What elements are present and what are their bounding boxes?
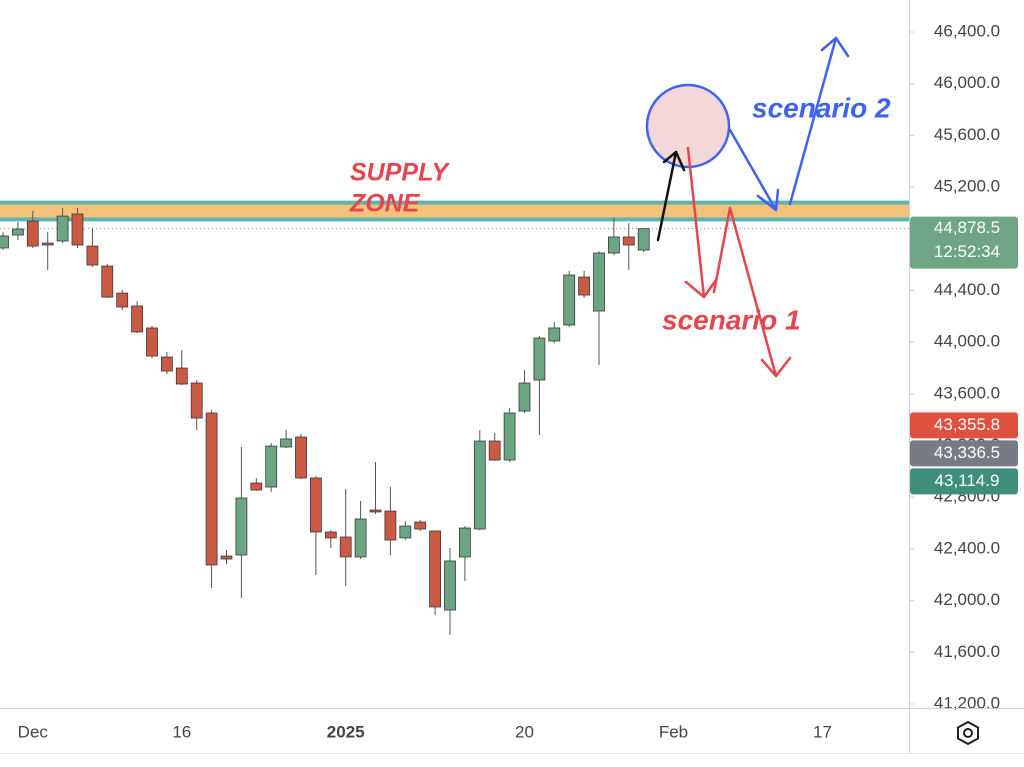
y-tick-label: 41,200.0 [934, 693, 1000, 712]
annotation: scenario 1 [662, 304, 801, 335]
settings-icon[interactable] [957, 720, 979, 746]
candle-body [190, 382, 203, 419]
candle-body [622, 236, 635, 246]
y-tick-label: 46,000.0 [934, 73, 1000, 92]
candle-body [235, 497, 248, 556]
candle-body [26, 220, 39, 247]
y-tick-label: 45,600.0 [934, 125, 1000, 144]
price-tag [910, 412, 1018, 439]
price-tag [910, 468, 1018, 495]
settings-icon-center [963, 728, 973, 738]
zone-label: ZONE [349, 190, 421, 218]
candle-body [0, 235, 9, 249]
y-tick-label: 43,600.0 [934, 383, 1000, 402]
candle-body [309, 477, 322, 533]
candle-body [101, 265, 114, 298]
candle-body [473, 440, 486, 530]
last-price-tag [910, 216, 1018, 269]
x-tick-label: 20 [515, 722, 534, 741]
countdown-label: 12:52:34 [934, 242, 1000, 261]
last-price-label: 44,878.5 [934, 218, 1000, 237]
candle-body [593, 252, 605, 312]
candle-body [295, 436, 307, 479]
candle-body [503, 412, 516, 461]
x-tick-label: Dec [18, 722, 49, 741]
candle-body [533, 337, 546, 381]
candle-body [369, 509, 382, 513]
candle-body [339, 536, 352, 558]
x-tick-label: 2025 [327, 722, 365, 741]
candle-body [458, 527, 471, 558]
y-tick-label: 42,000.0 [934, 590, 1000, 609]
candle-body [488, 440, 501, 461]
price-tag [910, 440, 1018, 467]
candle-body [399, 525, 412, 539]
price-tag-label: 43,336.5 [934, 443, 1000, 462]
y-tick-label: 46,400.0 [934, 22, 1000, 41]
candle-body [146, 327, 158, 357]
candle-body [116, 292, 129, 308]
candle-body [324, 531, 337, 539]
candle-body [280, 438, 293, 448]
candle-body [444, 560, 456, 611]
candle-body [71, 213, 84, 246]
time-axis: Dec 16 2025 20 Feb 17 [18, 722, 832, 741]
price-tag-label: 43,355.8 [934, 415, 1000, 434]
supply-zone [0, 200, 909, 222]
candle-body [384, 510, 397, 541]
arrow-red-2 [712, 206, 792, 378]
candle-body [578, 276, 590, 296]
candle-body [220, 555, 233, 560]
candle-body [131, 305, 144, 333]
arrow-red-1 [684, 146, 718, 299]
y-tick-label: 41,600.0 [934, 642, 1000, 661]
candle-body [86, 245, 99, 266]
price-axis: 41,200.041,600.042,000.042,400.042,800.0… [909, 22, 1000, 712]
target-circle [645, 83, 731, 169]
annotation: scenario 2 [752, 92, 891, 123]
candle-body [56, 215, 69, 242]
candle-body [548, 327, 561, 342]
arrow-black [656, 150, 686, 242]
candle-body [265, 445, 278, 488]
candle-body [414, 521, 427, 530]
candle-body [205, 412, 218, 566]
y-tick-label: 44,400.0 [934, 280, 1000, 299]
candle-body [41, 242, 54, 246]
x-tick-label: 17 [813, 722, 832, 741]
plot-area [0, 200, 909, 635]
candle-body [11, 228, 24, 236]
candle-body [429, 530, 442, 608]
zone-label: SUPPLY [350, 159, 450, 187]
candle-body [608, 236, 620, 254]
candle-body [175, 367, 188, 385]
arrow-blue-2 [788, 36, 850, 206]
candle-body [160, 356, 173, 372]
candle-body [563, 274, 576, 326]
x-tick-label: 16 [172, 722, 191, 741]
candle-body [518, 382, 531, 412]
y-tick-label: 44,000.0 [934, 332, 1000, 351]
x-tick-label: Feb [659, 722, 688, 741]
drawings [645, 36, 850, 378]
candle-body [354, 518, 367, 558]
y-tick-label: 45,200.0 [934, 177, 1000, 196]
arrow-blue-1 [728, 128, 780, 212]
candle-body [250, 482, 263, 491]
y-tick-label: 42,400.0 [934, 538, 1000, 557]
price-tag-label: 43,114.9 [935, 471, 1000, 490]
candle-body [637, 228, 650, 251]
